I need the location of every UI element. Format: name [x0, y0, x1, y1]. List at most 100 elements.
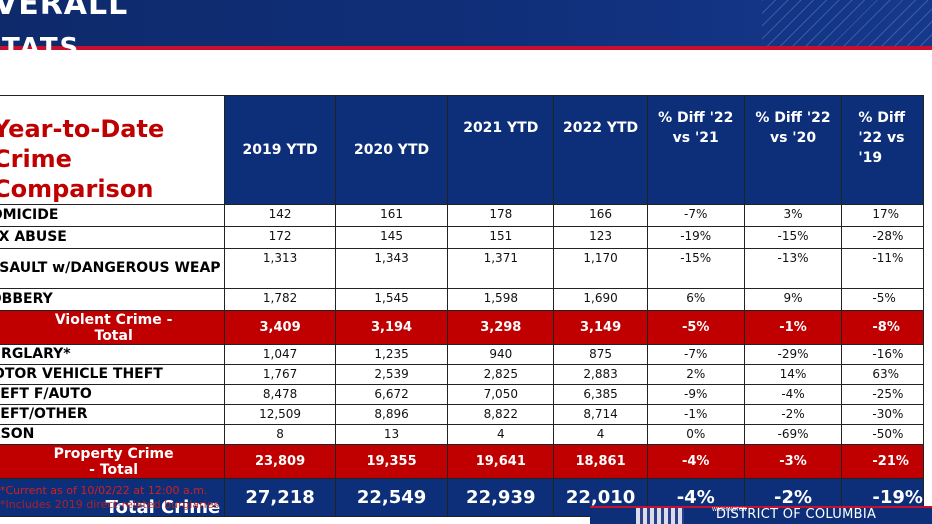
table-cell: 1,170 [553, 248, 648, 289]
table-cell: 1,343 [334, 248, 449, 289]
table-cell: -9% [646, 384, 745, 405]
table-cell: 0% [646, 424, 745, 445]
table-cell: 166 [553, 204, 648, 227]
washington-label: WASHINGTON [712, 507, 747, 513]
table-cell: 19,641 [447, 444, 555, 479]
table-cell: 151 [447, 226, 555, 249]
table-cell: -8% [841, 310, 924, 345]
table-cell: 2,539 [334, 364, 449, 385]
table-cell: 12,509 [224, 404, 336, 425]
table-cell: 17% [841, 204, 924, 227]
row-label: Property Crime - Total [0, 444, 226, 479]
row-label: THEFT/OTHER [0, 404, 226, 425]
table-cell: -21% [841, 444, 924, 479]
table-cell: 2,883 [553, 364, 648, 385]
table-cell: 1,047 [224, 344, 336, 365]
table-cell: -15% [646, 248, 745, 289]
table-title-text: Year-to-Date Crime Comparison [0, 115, 165, 203]
table-cell: -5% [646, 310, 745, 345]
table-cell: 1,235 [334, 344, 449, 365]
table-cell: -28% [841, 226, 924, 249]
table-cell: 145 [334, 226, 449, 249]
column-header: 2020 YTD [334, 95, 449, 205]
table-cell: 6,385 [553, 384, 648, 405]
table-row: ARSON813440%-69%-50% [0, 424, 924, 445]
table-cell: -1% [646, 404, 745, 425]
table-cell: 142 [224, 204, 336, 227]
table-cell: -7% [646, 204, 745, 227]
table-cell: 63% [841, 364, 924, 385]
row-label: ROBBERY [0, 288, 226, 311]
table-cell: 14% [743, 364, 843, 385]
table-cell: -3% [743, 444, 843, 479]
table-cell: 940 [447, 344, 555, 365]
table-cell: 27,218 [224, 478, 336, 517]
table-header-row: Year-to-Date Crime Comparison 2019 YTD 2… [0, 95, 924, 205]
table-cell: 172 [224, 226, 336, 249]
table-cell: 2,825 [447, 364, 555, 385]
table-cell: 8,822 [447, 404, 555, 425]
row-label: Violent Crime - Total [0, 310, 226, 345]
crime-comparison-table: Year-to-Date Crime Comparison 2019 YTD 2… [0, 95, 924, 517]
dc-seal-icon [636, 508, 684, 524]
table-cell: 19,355 [334, 444, 449, 479]
banner-stripes [762, 0, 932, 52]
table-cell: 875 [553, 344, 648, 365]
table-cell: 18,861 [553, 444, 648, 479]
table-cell: 3,409 [224, 310, 336, 345]
column-header: % Diff '22 vs '21 [646, 95, 745, 205]
column-header: 2022 YTD [553, 95, 648, 205]
table-cell: 1,690 [553, 288, 648, 311]
table-cell: -69% [743, 424, 843, 445]
column-header: % Diff '22 vs '20 [743, 95, 843, 205]
table-cell: 8,896 [334, 404, 449, 425]
table-row: HOMICIDE142161178166-7%3%17% [0, 204, 924, 227]
table-cell: -16% [841, 344, 924, 365]
table-cell: 4 [447, 424, 555, 445]
table-cell: -50% [841, 424, 924, 445]
table-cell: 7,050 [447, 384, 555, 405]
table-cell: 8 [224, 424, 336, 445]
table-cell: 178 [447, 204, 555, 227]
banner-red-line [0, 46, 932, 50]
table-cell: -4% [646, 444, 745, 479]
column-header: % Diff '22 vs '19 [841, 95, 924, 205]
table-cell: -7% [646, 344, 745, 365]
table-cell: 6,672 [334, 384, 449, 405]
row-label: SEX ABUSE [0, 226, 226, 249]
column-header: 2021 YTD [447, 95, 555, 205]
table-cell: 23,809 [224, 444, 336, 479]
table-cell: -4% [743, 384, 843, 405]
table-cell: 4 [553, 424, 648, 445]
banner-divider [0, 50, 932, 52]
table-cell: -5% [841, 288, 924, 311]
table-row: ASSAULT w/DANGEROUS WEAP 1,313 1,343 1,371 1… [0, 248, 924, 289]
table-row: THEFT F/AUTO8,4786,6727,0506,385-9%-4%-2… [0, 384, 924, 405]
footnote-burglaries: *Includes 2019 direct-related burglaries [0, 498, 220, 511]
row-label: BURGLARY* [0, 344, 226, 365]
row-label: HOMICIDE [0, 204, 226, 227]
table-cell: 8,478 [224, 384, 336, 405]
table-cell: 1,782 [224, 288, 336, 311]
table-cell: -1% [743, 310, 843, 345]
table-cell: 22,549 [334, 478, 449, 517]
table-cell: 8,714 [553, 404, 648, 425]
table-title: Year-to-Date Crime Comparison [0, 95, 226, 205]
footnote-current-as-of: *Current as of 10/02/22 at 12:00 a.m. [0, 484, 208, 497]
row-label: ASSAULT w/DANGEROUS WEAP [0, 248, 226, 289]
table-cell: 6% [646, 288, 745, 311]
table-cell: 1,598 [447, 288, 555, 311]
table-cell: 13 [334, 424, 449, 445]
table-cell: 161 [334, 204, 449, 227]
banner-title: VERALL [0, 0, 129, 22]
table-cell: 22,939 [447, 478, 555, 517]
banner-subtitle: TATS [2, 33, 81, 63]
row-label: Total Crime [0, 478, 226, 517]
table-cell: 3,298 [447, 310, 555, 345]
district-of-columbia-label: DISTRICT OF COLUMBIA [716, 507, 877, 522]
table-cell: 1,313 [224, 248, 336, 289]
table-cell: 1,371 [447, 248, 555, 289]
